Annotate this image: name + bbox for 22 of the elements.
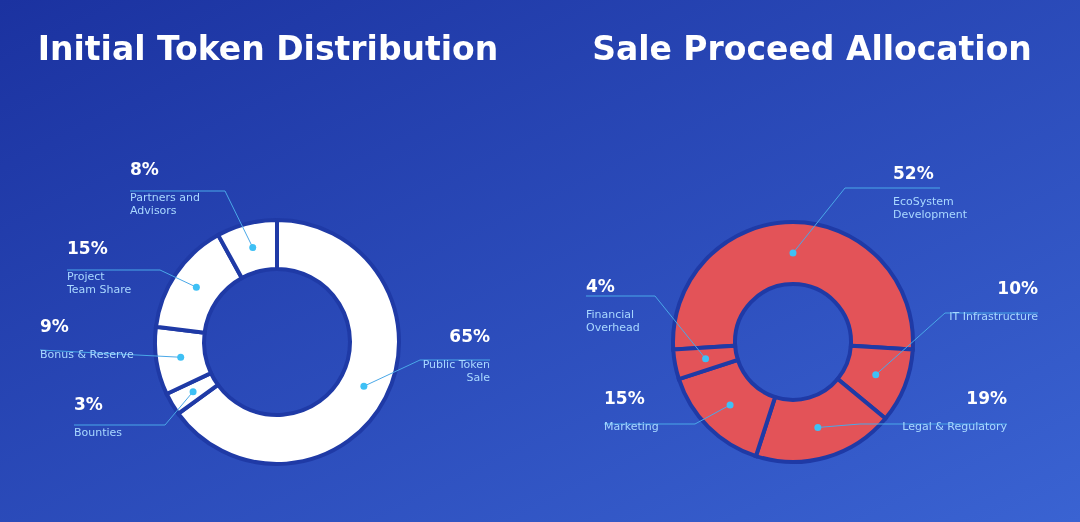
data-label: 3% (74, 394, 103, 414)
data-label: 19% (966, 388, 1007, 408)
slice-label: Bounties (74, 426, 123, 439)
data-label: 15% (67, 238, 108, 258)
data-label: 8% (130, 159, 159, 179)
slice-label: Marketing (604, 420, 659, 433)
slice-label: Public Token Sale (422, 358, 491, 384)
data-label: 15% (604, 388, 645, 408)
chart-title: Sale Proceed Allocation (592, 29, 1032, 68)
slice-label: IT Infrastructure (949, 310, 1039, 323)
slice-label: Project Team Share (66, 270, 132, 296)
slice-label: Financial Overhead (586, 308, 640, 334)
data-label: 65% (449, 326, 490, 346)
slice-label: Partners and Advisors (130, 191, 200, 217)
data-label: 52% (893, 163, 934, 183)
data-label: 9% (40, 316, 69, 336)
data-label: 4% (586, 276, 615, 296)
slice-label: Bonus & Reserve (40, 348, 134, 361)
slice-label: EcoSystem Development (893, 195, 968, 221)
slice-label: Legal & Regulatory (902, 420, 1008, 433)
chart-title: Initial Token Distribution (37, 29, 499, 68)
data-label: 10% (997, 278, 1038, 298)
